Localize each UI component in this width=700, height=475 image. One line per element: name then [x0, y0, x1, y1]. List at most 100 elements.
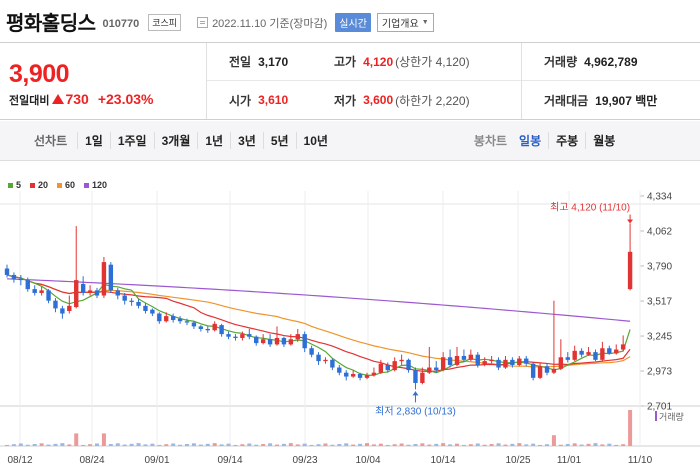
candle-body: [260, 339, 266, 344]
company-overview-button[interactable]: 기업개요 ▼: [376, 13, 434, 32]
volume-bar: [392, 444, 397, 446]
candle-body: [593, 352, 598, 360]
volume-bar: [565, 444, 570, 446]
x-tick-label: 08/24: [79, 455, 104, 466]
candle-body: [67, 305, 72, 311]
x-tick-label: 09/01: [144, 455, 169, 466]
candle-body: [510, 359, 515, 365]
volume-bar: [115, 443, 120, 446]
volume-bar: [600, 444, 605, 446]
y-tick-label: 2,701: [647, 402, 672, 413]
legend-swatch: [84, 182, 90, 188]
volume-bar: [185, 444, 189, 446]
candle-body: [406, 359, 411, 371]
candle-body: [80, 283, 86, 293]
line-chart-title: 선차트: [34, 134, 68, 148]
volume-bar: [108, 444, 113, 446]
candle-body: [434, 367, 439, 371]
x-tick-label: 11/10: [628, 455, 653, 466]
x-tick-label: 11/01: [557, 455, 582, 466]
volume-bar: [268, 443, 273, 446]
volume-bar: [330, 444, 335, 446]
volume-bar: [164, 444, 169, 446]
volume-bar: [468, 444, 473, 446]
candle-weekly[interactable]: 주봉: [548, 132, 585, 149]
change-amount: 730: [65, 91, 89, 107]
candle-body: [537, 366, 543, 378]
candle-body: [496, 359, 501, 368]
stat-sub: (하한가 2,220): [395, 93, 470, 108]
candle-body: [316, 354, 321, 362]
period-5y[interactable]: 5년: [262, 132, 296, 149]
candle-body: [53, 300, 58, 309]
stat-value: 3,610: [258, 93, 289, 107]
period-3m[interactable]: 3개월: [153, 132, 198, 149]
volume-bar: [496, 443, 501, 446]
volume-bar: [621, 444, 626, 446]
candle-daily[interactable]: 일봉: [519, 134, 542, 148]
candle-monthly[interactable]: 월봉: [585, 132, 622, 149]
volume-bar: [461, 444, 466, 446]
y-tick-label: 3,245: [647, 332, 672, 343]
candle-body: [503, 359, 508, 368]
legend-item-ma60: 60: [57, 180, 75, 190]
up-triangle-icon: [52, 94, 65, 104]
candle-body: [323, 359, 328, 362]
volume-bar: [531, 443, 536, 446]
candle-body: [101, 262, 107, 296]
volume-bar: [455, 443, 459, 446]
candle-body: [267, 339, 273, 345]
volume-bar: [510, 443, 515, 446]
candle-body: [344, 372, 349, 377]
legend-swatch: [57, 182, 63, 188]
period-3y[interactable]: 3년: [230, 132, 263, 149]
candle-body: [212, 323, 217, 331]
volume-label-marker: [655, 411, 657, 421]
stat-label: 거래량: [544, 55, 578, 69]
candle-body: [240, 334, 245, 338]
candle-body: [288, 339, 294, 345]
candle-body: [46, 290, 51, 301]
ma120-line: [6, 278, 631, 322]
candle-body: [115, 290, 120, 296]
candle-body: [18, 278, 24, 281]
volume-bar: [32, 444, 37, 446]
candlestick-chart[interactable]: 4,334 4,062 3,790 3,517 3,245 2,973 2,701 08/12…: [0, 161, 700, 475]
candle-body: [586, 352, 591, 355]
volume-bar: [11, 444, 16, 446]
period-1d[interactable]: 1일: [77, 132, 110, 149]
candle-body: [447, 357, 453, 365]
candle-body: [350, 373, 356, 377]
period-1w[interactable]: 1주일: [109, 132, 154, 149]
candle-body: [254, 336, 259, 344]
volume-bar: [579, 444, 584, 446]
candle-body: [184, 321, 190, 323]
stock-code: 010770: [102, 17, 140, 30]
candle-body: [551, 368, 557, 373]
min-annotation: 최저 2,830 (10/13): [375, 405, 456, 417]
volume-bar: [219, 444, 224, 446]
volume-bar: [538, 444, 543, 446]
volume-bar: [358, 443, 363, 446]
min-arrowhead: [412, 391, 419, 396]
realtime-button[interactable]: 실시간: [335, 13, 371, 32]
candle-body: [136, 301, 141, 306]
volume-bar: [302, 443, 307, 446]
volume-bar: [316, 444, 321, 446]
volume-bar: [545, 444, 549, 446]
volume-bar: [413, 444, 418, 446]
period-10y[interactable]: 10년: [295, 132, 335, 149]
legend-swatch: [8, 182, 13, 188]
candle-body: [337, 367, 342, 373]
period-1y[interactable]: 1년: [197, 132, 230, 149]
candle-body: [572, 350, 577, 360]
volume-bar: [399, 443, 404, 446]
candle-body: [620, 344, 626, 350]
volume-bar: [191, 443, 196, 446]
stat-volume: 거래량 4,962,789: [521, 43, 700, 81]
candle-body: [579, 350, 584, 355]
market-badge: 코스피: [148, 14, 182, 31]
volume-bar: [46, 444, 51, 446]
volume-bar: [309, 444, 314, 446]
